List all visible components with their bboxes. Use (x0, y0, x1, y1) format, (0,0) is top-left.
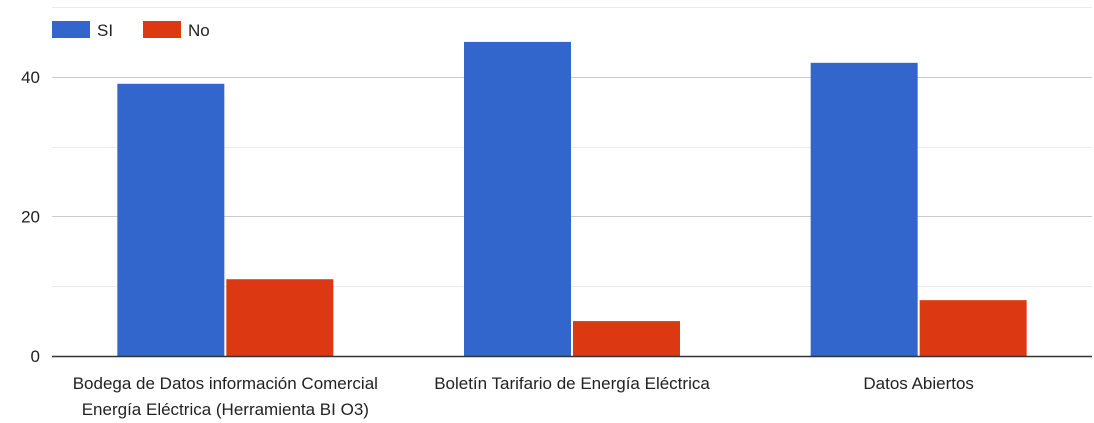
y-tick-label: 40 (21, 68, 40, 87)
gridlines (52, 7, 1092, 287)
y-tick-label: 20 (21, 207, 40, 226)
bar-si-2[interactable] (464, 41, 571, 357)
legend: SI No (52, 21, 210, 40)
bar-no-2[interactable] (573, 321, 680, 356)
legend-label-si: SI (97, 21, 113, 40)
x-tick-label: Bodega de Datos información Comercial Ene… (73, 374, 378, 419)
bar-no-1[interactable] (226, 279, 334, 356)
x-tick-label: Datos Abiertos (863, 374, 974, 393)
bar-si-1[interactable] (117, 83, 225, 356)
legend-swatch-no (143, 21, 181, 38)
y-axis-ticks: 0 20 40 (21, 68, 40, 366)
x-tick-label: Boletín Tarifario de Energía Eléctrica (434, 374, 710, 393)
bars (117, 41, 1027, 357)
x-axis-labels: Bodega de Datos información Comercial Ene… (73, 374, 974, 419)
legend-label-no: No (188, 21, 210, 40)
legend-swatch-si (52, 21, 90, 38)
y-tick-label: 0 (31, 347, 40, 366)
bar-no-3[interactable] (919, 300, 1027, 356)
bar-si-3[interactable] (810, 62, 918, 357)
